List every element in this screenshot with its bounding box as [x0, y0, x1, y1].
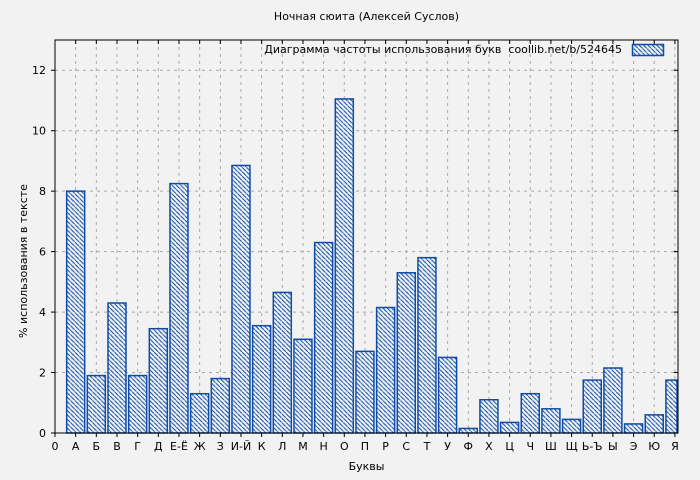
y-tick-label: 6 — [39, 246, 46, 259]
bar-Ф — [458, 427, 479, 434]
bar-К — [251, 324, 272, 434]
x-tick-label: З — [217, 440, 224, 453]
bar-Ц — [499, 421, 520, 434]
y-tick-label: 12 — [32, 64, 46, 77]
bar-Р — [375, 306, 396, 434]
x-tick-label: Ы — [608, 440, 618, 453]
x-tick-label: Х — [485, 440, 493, 453]
x-tick-label: Ь-Ъ — [582, 440, 603, 453]
x-tick-label: Я — [671, 440, 679, 453]
bar-А — [65, 190, 86, 434]
bar-Д — [148, 327, 169, 434]
y-tick-label: 4 — [39, 306, 46, 319]
bar-Л — [272, 291, 293, 434]
bar-З — [210, 377, 231, 434]
x-tick-label: С — [402, 440, 410, 453]
y-tick-label: 2 — [39, 367, 46, 380]
bar-Х — [479, 398, 499, 434]
y-tick-label: 0 — [39, 427, 46, 440]
bar-Ь-Ъ — [582, 379, 602, 434]
x-tick-label: А — [72, 440, 80, 453]
x-tick-label: Б — [93, 440, 101, 453]
bar-О — [334, 98, 355, 434]
bar-Н — [313, 241, 334, 434]
x-tick-label: Е-Ё — [170, 440, 188, 453]
bar-Б — [86, 374, 107, 434]
x-tick-label: М — [298, 440, 308, 453]
x-tick-label: У — [444, 440, 451, 453]
bar-Г — [127, 374, 148, 434]
x-tick-label: О — [340, 440, 349, 453]
bar-Ы — [603, 367, 623, 434]
bar-Е-Ё — [169, 182, 189, 434]
bar-В — [107, 302, 127, 434]
x-tick-labels: 0 А Б В Г Д Е-Ё Ж З И-Й К Л М Н О П Р С Т У Ф Х Ц Ч Ш Щ Ь-Ъ Ы Э Ю Я — [52, 440, 679, 453]
chart-title: Ночная сюита (Алексей Суслов) — [273, 10, 460, 23]
x-tick-label: К — [258, 440, 266, 453]
x-tick-label: Р — [382, 440, 389, 453]
x-tick-label: П — [361, 440, 369, 453]
x-tick-label: Д — [154, 440, 163, 453]
y-tick-label: 8 — [39, 185, 46, 198]
x-tick-label: Ю — [648, 440, 660, 453]
bar-Ш — [541, 408, 561, 434]
x-tick-label: Н — [319, 440, 327, 453]
bar-У — [437, 356, 458, 434]
bar-Я — [665, 379, 678, 434]
y-tick-labels: 0 2 4 6 8 10 12 — [32, 64, 46, 440]
bar-Ж — [189, 392, 210, 434]
bar-Т — [417, 256, 437, 434]
legend-label: Диаграмма частоты использования букв coo… — [264, 43, 622, 56]
x-tick-label: Щ — [566, 440, 578, 453]
bar-Щ — [561, 418, 582, 434]
legend-swatch — [631, 43, 665, 57]
x-tick-label: Г — [134, 440, 141, 453]
x-tick-label: Ф — [464, 440, 473, 453]
bar-М — [293, 338, 313, 434]
x-tick-label: Ц — [505, 440, 514, 453]
x-axis-title: Буквы — [348, 460, 385, 473]
bar-Ю — [644, 414, 664, 434]
bar-Ч — [520, 392, 541, 434]
x-tick-label: В — [113, 440, 121, 453]
plot-border — [54, 39, 679, 434]
x-tick-label: Ч — [526, 440, 534, 453]
y-axis-title: % использования в тексте — [17, 184, 30, 338]
y-tick-label: 10 — [32, 125, 46, 138]
x-tick-label: Ш — [545, 440, 557, 453]
bar-И-Й — [231, 164, 251, 434]
x-tick-label: 0 — [52, 440, 59, 453]
bar-series — [65, 98, 678, 434]
x-tick-label: Т — [423, 440, 431, 453]
x-tick-label: И-Й — [231, 440, 251, 453]
tick-marks — [51, 40, 678, 437]
bar-С — [396, 272, 417, 434]
bar-Э — [623, 423, 644, 434]
x-tick-label: Э — [630, 440, 638, 453]
x-tick-label: Л — [278, 440, 286, 453]
bar-П — [355, 350, 375, 434]
x-tick-label: Ж — [194, 440, 206, 453]
